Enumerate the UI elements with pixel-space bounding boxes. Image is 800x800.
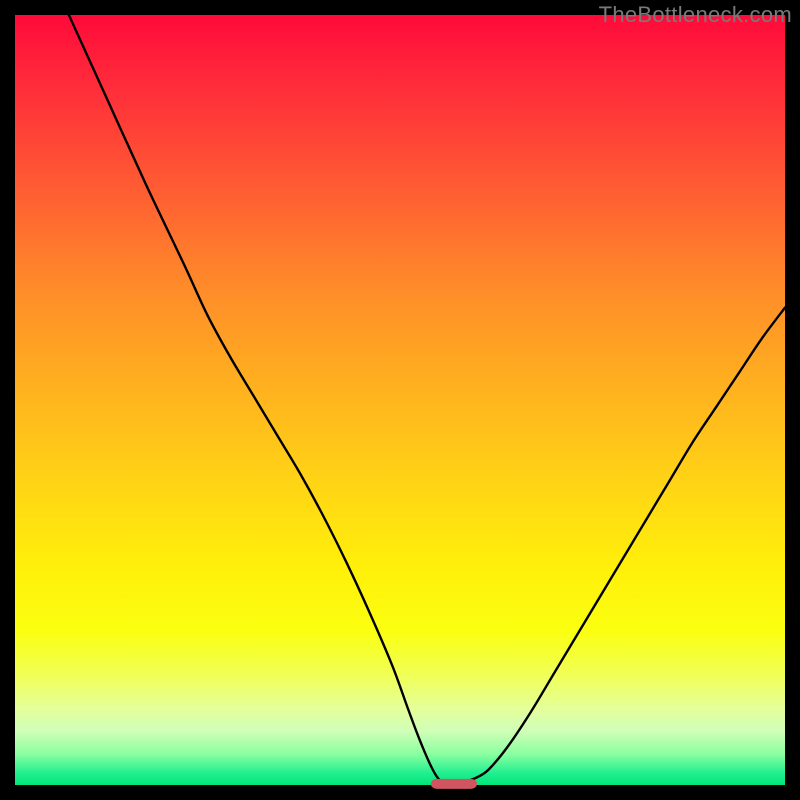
chart-container: TheBottleneck.com (0, 0, 800, 800)
optimal-marker (431, 779, 477, 789)
chart-gradient-bg (15, 15, 785, 785)
bottleneck-chart (0, 0, 800, 800)
